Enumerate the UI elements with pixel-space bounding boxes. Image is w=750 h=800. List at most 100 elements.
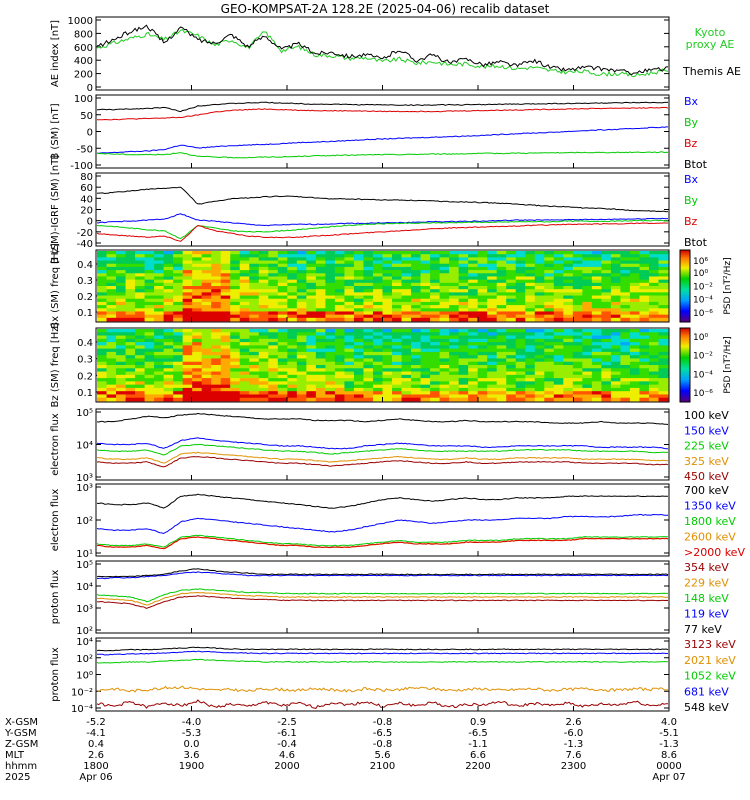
spectrogram-cell: [334, 374, 345, 379]
spectrogram-cell: [182, 270, 193, 274]
spectrogram-cell: [258, 374, 269, 379]
spectrogram-cell: [268, 355, 279, 359]
footer-value: -0.8: [373, 739, 393, 750]
spectrogram-cell: [268, 397, 279, 402]
spectrogram-cell: [220, 289, 231, 293]
spectrogram-cell: [420, 397, 431, 402]
spectrogram-cell: [610, 397, 621, 402]
spectrogram-cell: [97, 263, 107, 268]
spectrogram-cell: [268, 387, 279, 392]
spectrogram-cell: [610, 251, 621, 255]
spectrogram-cell: [582, 332, 593, 336]
spectrogram-cell: [553, 345, 564, 350]
spectrogram-cell: [572, 282, 583, 287]
footer-value: 4.0: [661, 717, 677, 728]
spectrogram-cell: [392, 351, 402, 356]
spectrogram-cell: [363, 295, 374, 300]
spectrogram-cell: [163, 301, 174, 306]
spectrogram-cell: [582, 282, 593, 287]
spectrogram-cell: [458, 266, 469, 271]
spectrogram-cell: [658, 311, 669, 316]
spectrogram-cell: [372, 384, 383, 389]
spectrogram-cell: [515, 286, 526, 290]
spectrogram-cell: [296, 276, 307, 281]
spectrogram-cell: [125, 279, 136, 284]
spectrogram-cell: [544, 301, 555, 306]
spectrogram-cell: [392, 332, 402, 336]
spectrogram-cell: [287, 254, 298, 258]
spectrogram-cell: [106, 391, 117, 395]
spectrogram-cell: [97, 282, 107, 287]
spectrogram-cell: [239, 311, 250, 316]
spectrogram-cell: [601, 270, 612, 274]
spectrogram-cell: [401, 365, 412, 369]
spectrogram-cell: [601, 384, 612, 389]
spectrogram-cell: [268, 391, 279, 395]
spectrogram-cell: [287, 295, 298, 300]
spectrogram-cell: [154, 342, 165, 346]
spectrogram-cell: [135, 361, 145, 366]
spectrogram-cell: [230, 378, 241, 382]
spectrogram-cell: [534, 391, 545, 395]
spectrogram-cell: [601, 311, 612, 316]
spectrogram-cell: [411, 329, 421, 333]
spectrogram-cell: [610, 342, 621, 346]
spectrogram-cell: [610, 279, 621, 284]
footer-row-label: Z-GSM: [5, 739, 38, 750]
spectrogram-cell: [173, 374, 184, 379]
spectrogram-cell: [287, 394, 298, 399]
spectrogram-cell: [344, 254, 355, 258]
spectrogram-cell: [572, 295, 583, 300]
spectrogram-cell: [629, 270, 640, 274]
spectrogram-cell: [525, 348, 536, 353]
spectrogram-cell: [306, 374, 317, 379]
spectrogram-cell: [563, 387, 574, 392]
spectrogram-cell: [201, 338, 212, 343]
spectrogram-cell: [192, 365, 203, 369]
spectrogram-cell: [353, 317, 364, 322]
spectrogram-cell: [116, 263, 126, 268]
spectrogram-cell: [639, 308, 650, 312]
spectrogram-cell: [154, 371, 165, 376]
spectrogram-cell: [449, 384, 460, 389]
spectrogram-cell: [392, 308, 402, 312]
spectrogram-cell: [239, 257, 250, 261]
spectrogram-cell: [306, 361, 317, 366]
spectrogram-cell: [591, 263, 602, 268]
spectrogram-cell: [439, 301, 450, 306]
spectrogram-cell: [315, 266, 326, 271]
spectrogram-cell: [192, 338, 203, 343]
spectrogram-cell: [496, 351, 507, 356]
spectrogram-cell: [544, 387, 555, 392]
spectrogram-cell: [582, 251, 593, 255]
spectrogram-cell: [639, 342, 650, 346]
spectrogram-cell: [182, 351, 193, 356]
spectrogram-cell: [230, 348, 241, 353]
spectrogram-cell: [582, 361, 593, 366]
spectrogram-cell: [268, 289, 279, 293]
spectrogram-cell: [135, 308, 145, 312]
spectrogram-cell: [544, 282, 555, 287]
spectrogram-cell: [487, 338, 498, 343]
spectrogram-cell: [658, 394, 669, 399]
spectrogram-cell: [629, 279, 640, 284]
spectrogram-cell: [363, 371, 374, 376]
spectrogram-cell: [477, 311, 488, 316]
spectrogram-cell: [334, 391, 345, 395]
spectrogram-cell: [420, 394, 431, 399]
spectrogram-cell: [296, 374, 307, 379]
footer-row-label: MLT: [5, 750, 25, 761]
spectrogram-cell: [249, 381, 260, 386]
spectrogram-cell: [582, 351, 593, 356]
spectrogram-cell: [344, 348, 355, 353]
spectrogram-cell: [97, 311, 107, 316]
spectrogram-cell: [372, 378, 383, 382]
spectrogram-cell: [344, 260, 355, 265]
spectrogram-cell: [97, 394, 107, 399]
spectrogram-cell: [163, 311, 174, 316]
colorbar-tick-label: 10⁻⁶: [693, 389, 713, 399]
spectrogram-cell: [477, 394, 488, 399]
spectrogram-cell: [544, 308, 555, 312]
spectrogram-cell: [239, 361, 250, 366]
